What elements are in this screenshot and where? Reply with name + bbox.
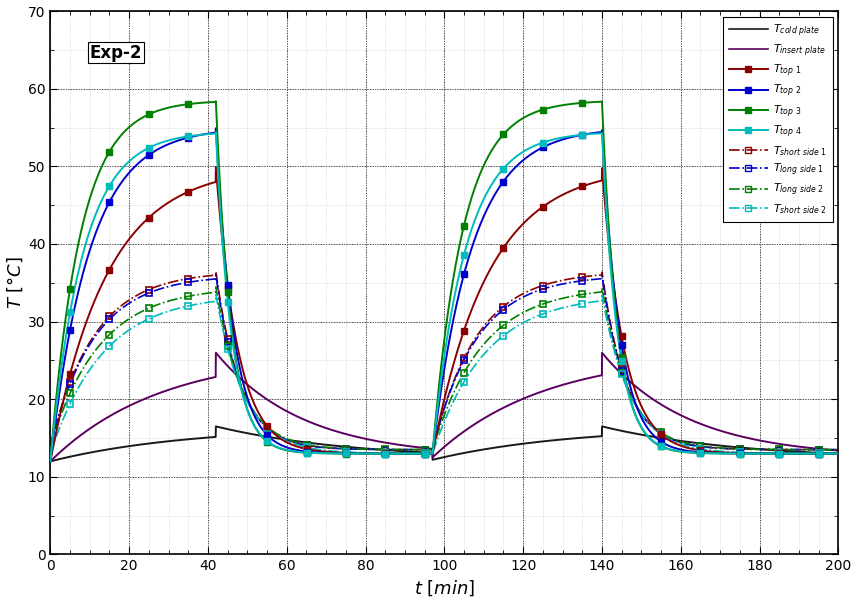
X-axis label: $t\ [min]$: $t\ [min]$ bbox=[414, 579, 475, 599]
Legend: $T_{cold\ plate}$, $T_{insert\ plate}$, $T_{top\ 1}$, $T_{top\ 2}$, $T_{top\ 3}$: $T_{cold\ plate}$, $T_{insert\ plate}$, … bbox=[723, 17, 833, 222]
Y-axis label: $T\ [°C]$: $T\ [°C]$ bbox=[5, 256, 25, 309]
Text: Exp-2: Exp-2 bbox=[90, 43, 142, 62]
